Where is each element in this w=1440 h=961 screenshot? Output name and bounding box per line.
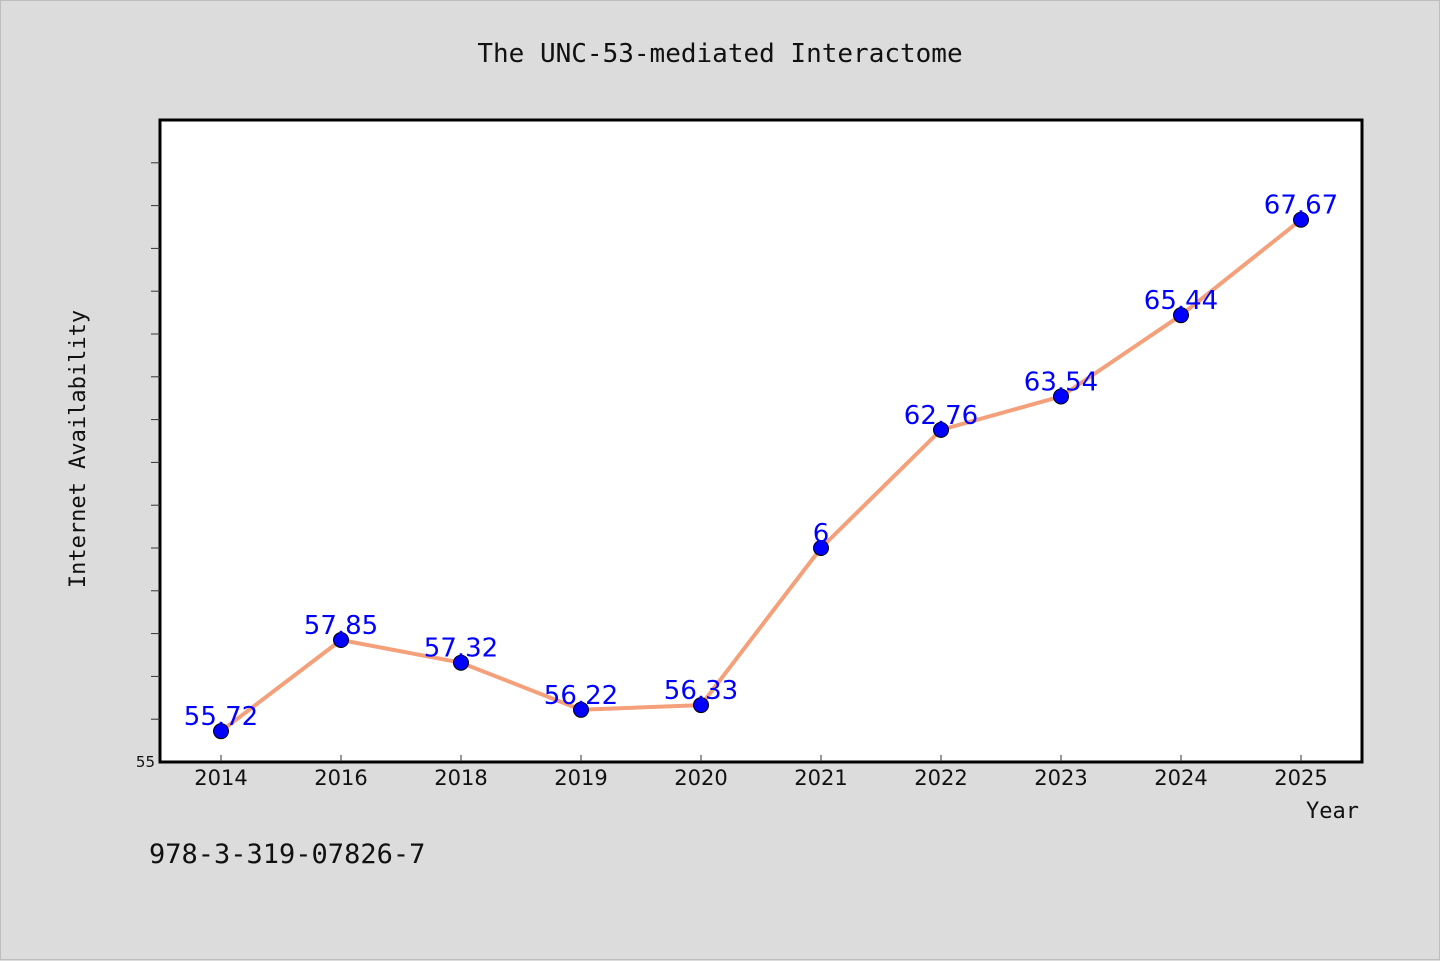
data-point xyxy=(933,421,949,438)
x-tick-label: 2018 xyxy=(434,766,487,790)
series-layer: 55.72 57.85 57.32 56.22 56.33 6 62.76 63.54 65.4… xyxy=(184,191,1338,740)
x-tick-label: 2014 xyxy=(194,766,247,790)
x-tick-label: 2021 xyxy=(794,766,847,790)
data-label: 56.33 xyxy=(664,676,738,706)
data-label: 65.44 xyxy=(1144,286,1218,316)
data-label: 63.54 xyxy=(1024,367,1098,397)
x-axis-label: Year xyxy=(1306,799,1359,824)
chart-title: The UNC-53-mediated Interactome xyxy=(477,39,962,69)
data-label: 62.76 xyxy=(904,401,978,431)
y-axis-label: Internet Availability xyxy=(66,310,91,588)
data-point xyxy=(573,701,589,718)
y-axis-ticks: 55 xyxy=(136,162,160,771)
data-point xyxy=(1173,307,1189,324)
data-point xyxy=(693,697,709,714)
series-line xyxy=(219,218,1303,733)
data-label: 67.67 xyxy=(1264,191,1338,221)
data-label: 6 xyxy=(813,519,830,549)
data-label: 55.72 xyxy=(184,702,258,732)
data-point xyxy=(213,723,229,740)
x-tick-label: 2024 xyxy=(1154,766,1207,790)
data-label: 57.85 xyxy=(304,611,378,641)
x-axis-ticks: 2014 2016 2018 2019 2020 2021 2022 2023 2024 2025 xyxy=(194,755,1328,790)
data-point xyxy=(333,632,349,649)
y-tick-label: 55 xyxy=(136,753,155,771)
x-tick-label: 2019 xyxy=(554,766,607,790)
footer-text: 978-3-319-07826-7 xyxy=(149,839,425,870)
data-point xyxy=(813,540,829,556)
x-tick-label: 2020 xyxy=(674,766,727,790)
x-tick-label: 2023 xyxy=(1034,766,1087,790)
data-label: 57.32 xyxy=(424,634,498,664)
data-label: 56.22 xyxy=(544,681,618,711)
data-point xyxy=(1293,211,1309,228)
x-tick-label: 2022 xyxy=(914,766,967,790)
data-point xyxy=(1053,388,1069,405)
x-tick-label: 2016 xyxy=(314,766,367,790)
plot-area xyxy=(158,118,1364,764)
data-point xyxy=(453,654,469,671)
x-tick-label: 2025 xyxy=(1274,766,1327,790)
